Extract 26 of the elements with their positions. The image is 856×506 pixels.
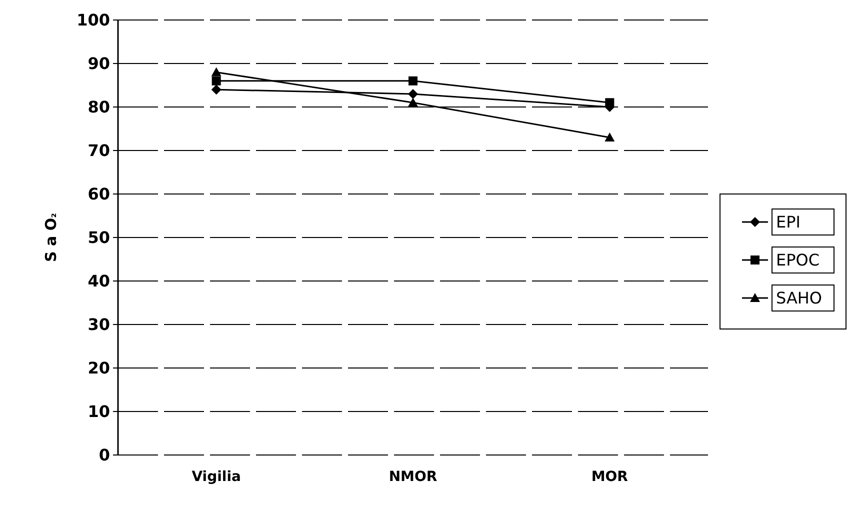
point [212, 76, 221, 86]
y-tick-label: 40 [88, 272, 110, 291]
point [211, 84, 222, 95]
y-tick-label: 30 [88, 315, 110, 334]
x-tick-label: NMOR [388, 469, 438, 485]
legend-label: EPOC [776, 250, 820, 270]
y-tick-label: 60 [88, 184, 110, 204]
y-axis-title: S a O₂ [42, 212, 60, 262]
point [408, 88, 418, 99]
x-tick-label: Vigilia [192, 469, 241, 485]
point [604, 132, 615, 142]
point [605, 98, 614, 108]
legend-label: SAHO [776, 288, 822, 308]
y-tick-label: 20 [88, 358, 110, 378]
legend-label: EPI [776, 212, 800, 232]
y-tick-label: 0 [98, 446, 110, 465]
y-tick-label: 100 [76, 10, 110, 30]
y-tick-label: 90 [88, 54, 110, 74]
point [408, 98, 418, 107]
x-tick-label: MOR [591, 469, 628, 485]
point [408, 76, 418, 86]
y-tick-label: 10 [88, 402, 110, 422]
y-tick-label: 80 [88, 98, 110, 117]
y-tick-label: 70 [88, 141, 110, 160]
point [211, 67, 222, 76]
y-tick-label: 50 [88, 228, 110, 248]
